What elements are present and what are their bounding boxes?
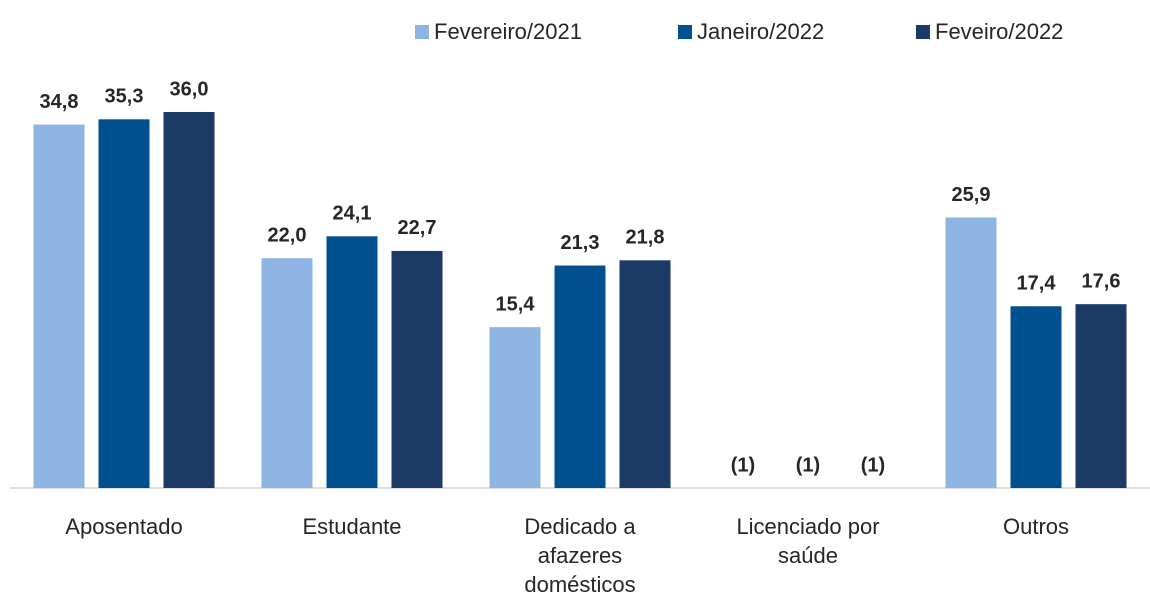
- legend-swatch: [678, 25, 692, 39]
- data-label: 35,3: [105, 86, 144, 108]
- data-label: 22,7: [398, 217, 437, 239]
- data-label: 21,3: [561, 232, 600, 254]
- bar: [98, 119, 150, 489]
- legend-label: Fevereiro/2021: [434, 19, 582, 44]
- x-tick-label: Dedicado a afazeres domésticos: [524, 514, 636, 597]
- data-label: 36,0: [170, 78, 209, 100]
- data-label: 25,9: [952, 184, 991, 206]
- data-label: (1): [796, 454, 820, 476]
- bar: [554, 265, 606, 488]
- x-tick-label: Estudante: [302, 514, 402, 539]
- legend-label: Feveiro/2022: [935, 19, 1063, 44]
- data-label: 21,8: [626, 227, 665, 249]
- data-label: 15,4: [496, 293, 536, 315]
- data-label: 17,4: [1017, 273, 1057, 295]
- data-label: 22,0: [268, 225, 307, 247]
- bar: [163, 112, 215, 488]
- x-tick-label: Aposentado: [65, 514, 183, 539]
- bar: [1010, 306, 1062, 488]
- bar: [391, 250, 443, 488]
- bar: [619, 260, 671, 488]
- data-label: 24,1: [333, 203, 372, 225]
- x-tick-label: Outros: [1002, 514, 1070, 539]
- data-label: (1): [861, 454, 885, 476]
- legend-swatch: [415, 25, 429, 39]
- legend-swatch: [916, 25, 930, 39]
- data-label: 17,6: [1082, 270, 1121, 292]
- bar: [945, 217, 997, 488]
- bar: [261, 258, 313, 488]
- data-label: (1): [731, 454, 755, 476]
- bar: [1075, 304, 1127, 488]
- bar: [33, 124, 85, 489]
- bar: [326, 236, 378, 488]
- legend-label: Janeiro/2022: [697, 19, 824, 44]
- bar: [489, 327, 541, 488]
- data-label: 34,8: [40, 91, 79, 113]
- x-tick-label: Licenciado por saúde: [736, 514, 880, 568]
